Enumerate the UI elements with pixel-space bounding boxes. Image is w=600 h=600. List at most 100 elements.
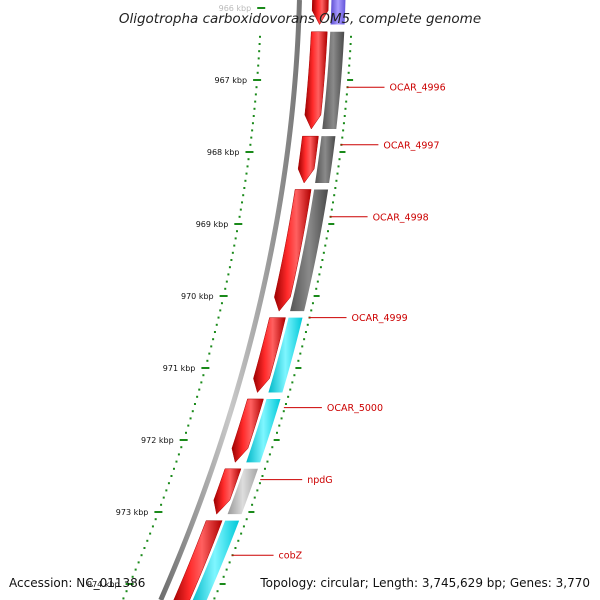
minor-tick-inner [348, 57, 351, 60]
minor-tick [254, 100, 257, 103]
minor-tick [140, 554, 143, 557]
minor-tick-inner [321, 259, 324, 261]
minor-tick [230, 259, 233, 261]
major-tick-label: 970 kbp [181, 292, 214, 301]
minor-tick-inner [349, 35, 352, 38]
genome-backbone-line [158, 0, 302, 600]
minor-tick-inner [347, 71, 350, 74]
minor-tick [198, 388, 201, 391]
scale-ruler: 966 kbp 967 kbp 968 kbp 969 kbp 970 kbp 971 k… [87, 4, 354, 600]
forward-feature-arrow [311, 0, 329, 26]
minor-tick [258, 35, 261, 38]
minor-tick-inner [304, 331, 307, 333]
forward-feature-arrow [274, 189, 312, 312]
minor-tick [217, 316, 220, 319]
minor-tick-inner [242, 525, 245, 528]
forward-strand-track [173, 0, 329, 600]
minor-tick [149, 532, 152, 535]
minor-tick [225, 280, 228, 283]
minor-tick-inner [310, 309, 313, 312]
forward-feature-arrow [304, 31, 328, 130]
minor-tick [219, 309, 222, 312]
minor-tick [210, 345, 213, 348]
minor-tick-inner [248, 511, 255, 513]
minor-tick-inner [293, 374, 296, 377]
minor-tick [241, 201, 244, 204]
gene-block [268, 317, 303, 393]
minor-tick [228, 266, 231, 269]
minor-tick-inner [313, 295, 320, 297]
minor-tick-inner [328, 223, 335, 225]
gene-block [290, 189, 329, 312]
minor-tick-inner [253, 496, 256, 499]
minor-tick-inner [282, 410, 285, 413]
minor-tick [122, 597, 125, 600]
minor-tick-inner [297, 359, 300, 362]
minor-tick-inner [345, 93, 348, 96]
minor-tick-inner [251, 503, 254, 506]
minor-tick-inner [347, 79, 354, 81]
minor-tick [250, 136, 253, 139]
minor-tick-inner [228, 561, 231, 564]
major-tick [219, 295, 228, 297]
gene-label: OCAR_4996 [390, 83, 446, 94]
major-tick-label: 974 kbp [87, 580, 120, 589]
minor-tick-inner [234, 547, 237, 549]
minor-tick [220, 302, 223, 305]
minor-tick [154, 518, 157, 521]
minor-tick [131, 575, 134, 578]
gene-label: OCAR_4998 [373, 212, 429, 223]
minor-tick [244, 179, 247, 182]
minor-tick-inner [324, 244, 327, 247]
minor-tick [185, 431, 187, 434]
minor-tick [256, 71, 259, 74]
minor-tick-inner [280, 417, 283, 420]
major-tick-label: 969 kbp [196, 220, 229, 229]
minor-tick [252, 115, 255, 117]
gene-label: OCAR_5000 [327, 403, 383, 414]
forward-feature-arrow [253, 317, 286, 393]
minor-tick [258, 43, 261, 45]
minor-tick-inner [219, 583, 226, 585]
gene-label: OCAR_4997 [383, 140, 439, 151]
minor-tick-inner [341, 136, 344, 139]
gene-label: npdG [307, 475, 332, 486]
minor-tick-inner [339, 151, 346, 153]
minor-tick-inner [284, 403, 287, 405]
minor-tick [134, 568, 137, 571]
genome-stats-text: Topology: circular; Length: 3,745,629 bp… [259, 576, 590, 590]
minor-tick-inner [273, 439, 280, 441]
major-tick [245, 151, 254, 153]
minor-tick [212, 338, 215, 341]
minor-tick-inner [278, 424, 281, 427]
minor-tick-inner [334, 187, 337, 189]
minor-tick-inner [348, 64, 351, 67]
minor-tick [172, 467, 175, 470]
gene-track [192, 0, 346, 600]
minor-tick-inner [306, 323, 309, 326]
minor-tick [175, 460, 178, 463]
major-tick-label: 966 kbp [219, 4, 252, 13]
extra-feature-block [330, 0, 346, 25]
minor-tick [251, 129, 254, 132]
major-tick-label: 968 kbp [207, 148, 240, 157]
minor-tick [254, 93, 257, 96]
minor-tick [246, 165, 249, 168]
minor-tick-inner [299, 352, 302, 355]
minor-tick [200, 381, 203, 384]
minor-tick-inner [343, 115, 346, 117]
minor-tick-inner [325, 237, 328, 240]
minor-tick-inner [344, 107, 347, 110]
minor-tick [165, 489, 168, 492]
major-tick [125, 583, 134, 585]
minor-tick [257, 57, 260, 60]
minor-tick [233, 244, 236, 247]
major-tick-label: 972 kbp [141, 436, 174, 445]
gene-block [322, 31, 345, 129]
minor-tick [253, 107, 256, 110]
minor-tick-inner [326, 230, 329, 233]
major-tick [179, 439, 188, 441]
minor-tick-inner [349, 43, 352, 45]
minor-tick-inner [261, 475, 264, 477]
